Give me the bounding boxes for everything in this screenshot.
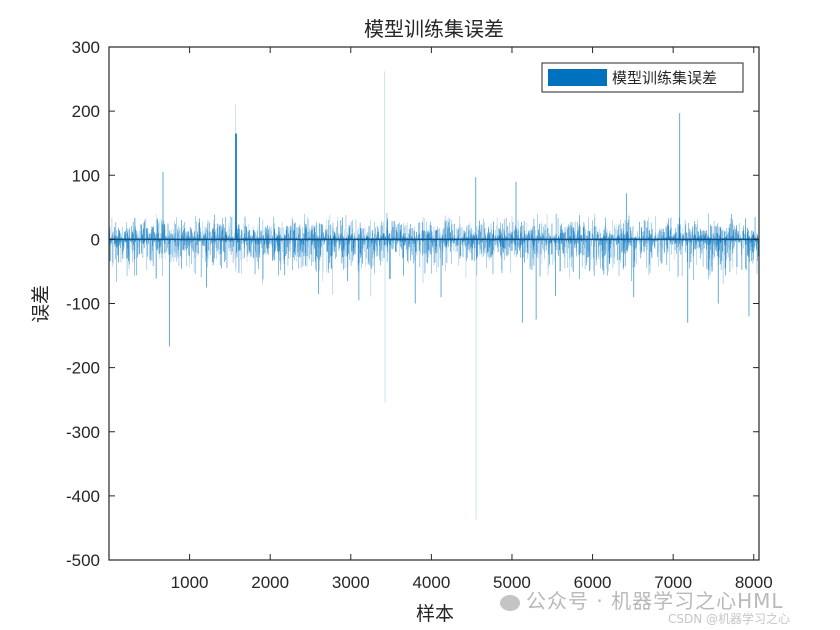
y-tick-label: 200: [72, 102, 100, 121]
y-axis-ticks: 300 200 100 0 -100 -200 -300 -400 -500: [66, 38, 759, 570]
x-tick-label: 1000: [171, 573, 209, 592]
x-tick-label: 4000: [412, 573, 450, 592]
y-tick-label: 100: [72, 166, 100, 185]
y-tick-label: -500: [66, 551, 100, 570]
legend-swatch: [548, 69, 607, 86]
x-tick-label: 5000: [493, 573, 531, 592]
y-tick-label: -100: [66, 295, 100, 314]
error-bars: [108, 71, 760, 520]
y-tick-label: -400: [66, 487, 100, 506]
x-tick-label: 6000: [574, 573, 612, 592]
y-tick-label: -300: [66, 423, 100, 442]
x-tick-label: 3000: [332, 573, 370, 592]
wechat-icon: [500, 594, 520, 611]
watermark-wechat: 公众号 · 机器学习之心HML: [500, 585, 784, 614]
x-tick-label: 7000: [654, 573, 692, 592]
x-axis-ticks: 1000 2000 3000 4000 5000 6000 7000 8000: [171, 47, 773, 592]
legend-entry-label: 模型训练集误差: [612, 69, 717, 87]
y-axis-label: 误差: [30, 285, 52, 323]
y-tick-label: 300: [72, 38, 100, 57]
x-axis-label: 样本: [416, 603, 454, 625]
x-tick-label: 2000: [251, 573, 289, 592]
y-tick-label: 0: [91, 230, 100, 249]
chart-title: 模型训练集误差: [364, 17, 504, 41]
watermark-csdn: CSDN @机器学习之心: [668, 612, 791, 626]
y-tick-label: -200: [66, 359, 100, 378]
watermark-text: 公众号 · 机器学习之心HML: [526, 589, 784, 613]
x-tick-label: 8000: [735, 573, 773, 592]
legend: 模型训练集误差: [541, 62, 744, 93]
